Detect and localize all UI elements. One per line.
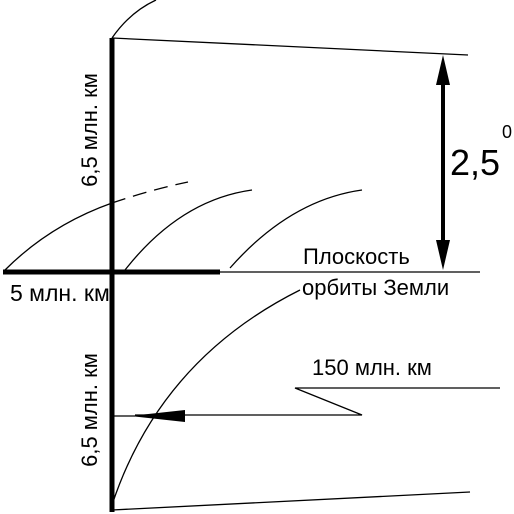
angle-degree: 0 [502,122,512,142]
curve [4,202,113,271]
upper-boundary [111,37,469,56]
angle-label: 2,5 [450,142,500,183]
curve-dashed [111,181,189,204]
arrow-head [436,240,450,270]
curve [229,189,363,269]
plane-label: орбиты Земли [302,275,449,300]
arrow-head [130,410,185,422]
lower-height-label: 6,5 млн. км [77,353,102,467]
distance-line [135,387,500,416]
curve [124,189,253,271]
curve [111,0,157,39]
width-label: 5 млн. км [10,280,110,306]
arrow-head [436,55,450,85]
upper-height-label: 6,5 млн. км [77,73,102,187]
distance-label: 150 млн. км [312,355,432,380]
plane-label: Плоскость [303,244,410,269]
lower-boundary [111,491,471,511]
curve [111,289,301,506]
